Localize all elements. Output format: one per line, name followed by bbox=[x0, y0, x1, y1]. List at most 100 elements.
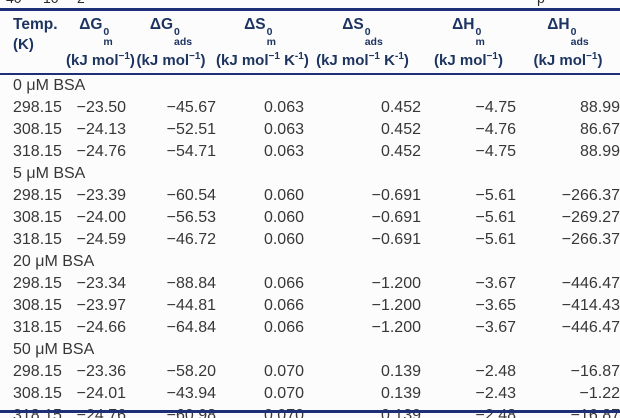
section-header-row: 50 μM BSA bbox=[0, 339, 620, 361]
table-cell: −1.22 bbox=[579, 385, 620, 402]
table-cell: −3.67 bbox=[475, 275, 516, 292]
table-cell: −4.75 bbox=[475, 99, 516, 116]
table-cell: 0.063 bbox=[263, 121, 304, 138]
table-cell: 308.15 bbox=[13, 385, 62, 402]
table-cell: −446.47 bbox=[561, 275, 620, 292]
table-cell: −0.691 bbox=[371, 231, 421, 248]
table-cell: 0.066 bbox=[263, 319, 304, 336]
table-cell: −88.84 bbox=[166, 275, 216, 292]
column-header-dG0-ads: ΔG 0 ads (kJ mol−1) bbox=[126, 11, 216, 75]
table-cell: 0.063 bbox=[263, 99, 304, 116]
table-cell: 318.15 bbox=[13, 231, 62, 248]
table-row: 308.15 −24.01 −43.94 0.070 0.139 −2.43 −1.22 bbox=[0, 383, 620, 405]
table-cell: 0.452 bbox=[380, 121, 421, 138]
table-row: 318.15 −24.76 −54.71 0.063 0.452 −4.75 88.99 bbox=[0, 141, 620, 163]
table-cell: −16.87 bbox=[570, 363, 620, 380]
table-cell: 318.15 bbox=[13, 319, 62, 336]
table-cell: −2.48 bbox=[475, 363, 516, 380]
table-cell: 0.066 bbox=[263, 275, 304, 292]
table-cell: 308.15 bbox=[13, 209, 62, 226]
table-cell: −4.75 bbox=[475, 143, 516, 160]
section-label: 5 μM BSA bbox=[13, 165, 86, 182]
table-cell: −24.66 bbox=[76, 319, 126, 336]
table-cell: −43.94 bbox=[166, 385, 216, 402]
table-bottom-rule bbox=[0, 410, 620, 413]
table-cell: −446.47 bbox=[561, 319, 620, 336]
section-label: 20 μM BSA bbox=[13, 253, 95, 270]
table-cell: −56.53 bbox=[166, 209, 216, 226]
table-cell: −54.71 bbox=[166, 143, 216, 160]
table-cell: −24.01 bbox=[76, 385, 126, 402]
table-cell: −1.200 bbox=[371, 275, 421, 292]
table-row: 298.15 −23.39 −60.54 0.060 −0.691 −5.61 −266.3… bbox=[0, 185, 620, 207]
table-cell: 88.99 bbox=[579, 143, 620, 160]
thermodynamic-parameters-table: Temp. (K) ΔG 0 m (kJ mol−1) ΔG 0 ads (kJ mol… bbox=[0, 11, 620, 418]
table-cell: 86.67 bbox=[579, 121, 620, 138]
table-cell: −414.43 bbox=[561, 297, 620, 314]
table-cell: −24.13 bbox=[76, 121, 126, 138]
table-cell: 0.070 bbox=[263, 363, 304, 380]
column-header-dS0-m: ΔS 0 m (kJ mol−1 K-1) bbox=[216, 11, 309, 75]
table-cell: −58.20 bbox=[166, 363, 216, 380]
table-cell: 318.15 bbox=[13, 143, 62, 160]
table-cell: 0.139 bbox=[380, 363, 421, 380]
table-cell: 88.99 bbox=[579, 99, 620, 116]
table-cell: −60.54 bbox=[166, 187, 216, 204]
table-row: 298.15 −23.34 −88.84 0.066 −1.200 −3.67 −446.4… bbox=[0, 273, 620, 295]
table-cell: −3.65 bbox=[475, 297, 516, 314]
table-cell: −24.76 bbox=[76, 143, 126, 160]
table-cell: −23.50 bbox=[76, 99, 126, 116]
table-cell: −52.51 bbox=[166, 121, 216, 138]
table-cell: −5.61 bbox=[475, 187, 516, 204]
table-cell: −269.27 bbox=[561, 209, 620, 226]
table-cell: 298.15 bbox=[13, 187, 62, 204]
section-header-row: 20 μM BSA bbox=[0, 251, 620, 273]
table-cell: −46.72 bbox=[166, 231, 216, 248]
table-cell: −23.97 bbox=[76, 297, 126, 314]
table-row: 318.15 −24.66 −64.84 0.066 −1.200 −3.67 −446.4… bbox=[0, 317, 620, 339]
table-cell: −4.76 bbox=[475, 121, 516, 138]
table-cell: 0.060 bbox=[263, 187, 304, 204]
table-cell: 0.452 bbox=[380, 143, 421, 160]
caption-fragment: 40 bbox=[6, 0, 22, 6]
table-cell: −1.200 bbox=[371, 319, 421, 336]
table-cell: 0.066 bbox=[263, 297, 304, 314]
table-cell: 0.070 bbox=[263, 385, 304, 402]
table-cell: −5.61 bbox=[475, 209, 516, 226]
table-cell: −24.00 bbox=[76, 209, 126, 226]
table-cell: −23.36 bbox=[76, 363, 126, 380]
table-top-rule bbox=[0, 8, 620, 11]
section-label: 0 μM BSA bbox=[13, 77, 86, 94]
table-row: 318.15 −24.59 −46.72 0.060 −0.691 −5.61 −266.3… bbox=[0, 229, 620, 251]
table-cell: −23.34 bbox=[76, 275, 126, 292]
table-cell: −0.691 bbox=[371, 187, 421, 204]
table-row: 308.15 −24.13 −52.51 0.063 0.452 −4.76 86.67 bbox=[0, 119, 620, 141]
table-cell: −5.61 bbox=[475, 231, 516, 248]
table-cell: −23.39 bbox=[76, 187, 126, 204]
table-cell: −0.691 bbox=[371, 209, 421, 226]
table-cell: 308.15 bbox=[13, 297, 62, 314]
header-row: Temp. (K) ΔG 0 m (kJ mol−1) ΔG 0 ads (kJ mol… bbox=[0, 11, 620, 75]
table-cell: 0.060 bbox=[263, 231, 304, 248]
column-header-dH0-ads: ΔH 0 ads (kJ mol−1) bbox=[516, 11, 620, 75]
table-cell: −64.84 bbox=[166, 319, 216, 336]
table-cell: −3.67 bbox=[475, 319, 516, 336]
caption-fragment: p bbox=[537, 0, 545, 6]
table-cell: 308.15 bbox=[13, 121, 62, 138]
table-cell: −266.37 bbox=[561, 231, 620, 248]
table-row: 298.15 −23.36 −58.20 0.070 0.139 −2.48 −16.87 bbox=[0, 361, 620, 383]
column-header-dG0-m: ΔG 0 m (kJ mol−1) bbox=[66, 11, 135, 75]
table-cell: 0.060 bbox=[263, 209, 304, 226]
table-row: 308.15 −23.97 −44.81 0.066 −1.200 −3.65 −414.4… bbox=[0, 295, 620, 317]
section-label: 50 μM BSA bbox=[13, 341, 95, 358]
table-cell: −44.81 bbox=[166, 297, 216, 314]
table-cell: −266.37 bbox=[561, 187, 620, 204]
caption-fragment: 2 bbox=[77, 0, 85, 6]
table-row: 308.15 −24.00 −56.53 0.060 −0.691 −5.61 −269.2… bbox=[0, 207, 620, 229]
column-header-dS0-ads: ΔS 0 ads (kJ mol−1 K-1) bbox=[304, 11, 421, 75]
column-header-dH0-m: ΔH 0 m (kJ mol−1) bbox=[421, 11, 516, 75]
cropped-caption-fragments: 40 10 2 p bbox=[0, 0, 620, 7]
table-cell: 0.139 bbox=[380, 385, 421, 402]
table-cell: 298.15 bbox=[13, 99, 62, 116]
